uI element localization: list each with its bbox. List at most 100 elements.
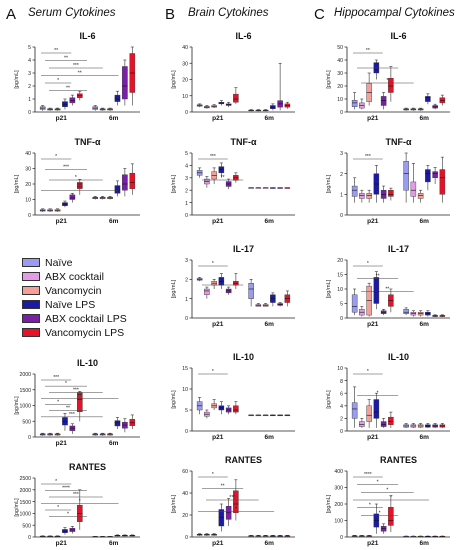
y-tick-label: 20 <box>182 513 188 519</box>
box-body <box>388 77 394 93</box>
x-category-label: p21 <box>367 434 379 441</box>
significance-marker: * <box>390 495 392 501</box>
x-category-label: 6m <box>420 115 430 122</box>
y-axis-label: [pg/mL] <box>14 396 20 415</box>
y-tick-label: 500 <box>22 419 31 425</box>
y-axis-label: [pg/mL] <box>171 390 177 409</box>
significance-marker: * <box>212 472 214 478</box>
y-tick-label: 10 <box>25 198 31 204</box>
box-body <box>439 169 446 195</box>
chart-c-il10: IL-10 0 2 4 6 8 10 [pg/mL] p21 6m * * <box>326 352 450 441</box>
y-tick-label: 0 <box>28 435 31 441</box>
box-body <box>122 174 128 191</box>
y-axis-label: [pg/mL] <box>326 174 332 193</box>
chart-title: IL-17 <box>388 244 409 254</box>
box-body <box>403 309 409 314</box>
y-tick-label: 10 <box>182 94 188 100</box>
box-body <box>380 96 387 106</box>
y-tick-label: 1 <box>185 297 188 303</box>
legend-item: ABX cocktail LPS <box>22 312 152 325</box>
x-category-label: 6m <box>265 434 275 441</box>
legend-swatch-naive-lps <box>22 300 40 309</box>
chart-title: RANTES <box>69 462 106 472</box>
legend-item: ABX cocktail <box>22 270 152 283</box>
y-tick-label: 3 <box>340 151 343 157</box>
x-category-label: 6m <box>420 218 430 225</box>
significance-marker: *** <box>73 387 79 393</box>
significance-marker: ** <box>78 393 82 399</box>
y-axis-label: [pg/mL] <box>326 279 332 298</box>
x-category-label: p21 <box>212 115 224 122</box>
y-tick-label: 100 <box>334 519 343 525</box>
chart-title: RANTES <box>225 455 262 465</box>
box-body <box>351 402 358 419</box>
y-tick-label: 40 <box>25 151 31 157</box>
legend-item: Vancomycin <box>22 284 152 297</box>
y-axis-label: [pg/mL] <box>171 494 177 513</box>
y-tick-label: 30 <box>182 61 188 67</box>
y-tick-label: 2500 <box>19 476 31 482</box>
chart-title: TNF-α <box>385 137 411 147</box>
y-tick-label: 50 <box>337 45 343 51</box>
significance-marker: ** <box>66 86 70 92</box>
y-tick-label: 1 <box>28 97 31 103</box>
y-tick-label: 60 <box>182 469 188 475</box>
x-category-label: p21 <box>56 115 68 122</box>
box-body <box>425 169 431 183</box>
significance-marker: * <box>369 503 371 509</box>
x-category-label: 6m <box>109 540 119 547</box>
y-tick-label: 5 <box>185 408 188 414</box>
y-tick-label: 1000 <box>19 404 31 410</box>
box-body <box>218 166 225 174</box>
significance-marker: ** <box>64 56 68 62</box>
chart-title: IL-6 <box>79 31 95 41</box>
y-axis-label: [pg/mL] <box>326 494 332 513</box>
chart-title: IL-6 <box>390 31 406 41</box>
y-tick-label: 1000 <box>19 512 31 518</box>
box-body <box>351 100 358 108</box>
y-tick-label: 5 <box>185 151 188 157</box>
chart-title: IL-17 <box>233 244 254 254</box>
significance-marker: ** <box>385 286 389 292</box>
box-body <box>380 421 387 427</box>
y-tick-label: 40 <box>337 58 343 64</box>
y-tick-label: 2000 <box>19 372 31 378</box>
box-body <box>218 509 225 527</box>
y-tick-label: 3 <box>28 71 31 77</box>
y-tick-label: 5 <box>340 302 343 308</box>
significance-marker: * <box>222 280 224 286</box>
panel-letter: B <box>165 6 175 23</box>
x-category-label: p21 <box>56 540 68 547</box>
y-tick-label: 3 <box>185 176 188 182</box>
significance-marker: * <box>377 391 379 397</box>
x-category-label: 6m <box>420 434 430 441</box>
significance-marker: * <box>55 154 57 160</box>
significance-marker: *** <box>69 412 75 418</box>
chart-title: IL-10 <box>388 352 409 362</box>
significance-marker: *** <box>73 492 79 498</box>
y-tick-label: 0 <box>28 213 31 219</box>
significance-marker: ** <box>54 48 58 54</box>
y-tick-label: 10 <box>182 387 188 393</box>
box-body <box>388 189 394 197</box>
y-tick-label: 2 <box>340 417 343 423</box>
chart-b-il10: IL-10 0 5 10 15 [pg/mL] p21 6m * <box>171 352 295 441</box>
legend-swatch-vancomycin <box>22 286 40 295</box>
box-body <box>366 405 372 422</box>
y-tick-label: 0 <box>340 535 343 541</box>
significance-marker: ** <box>221 484 225 490</box>
box-body <box>359 193 365 199</box>
significance-marker: * <box>379 510 381 516</box>
x-category-label: p21 <box>56 440 68 447</box>
significance-marker: * <box>367 261 369 267</box>
x-category-label: p21 <box>212 321 224 328</box>
chart-title: RANTES <box>380 455 417 465</box>
significance-marker: * <box>235 507 237 513</box>
legend-label: Naïve LPS <box>45 298 96 311</box>
legend-label: ABX cocktail LPS <box>45 312 127 325</box>
box-body <box>76 392 83 412</box>
box-body <box>359 421 365 427</box>
legend-item: Naïve <box>22 256 152 269</box>
